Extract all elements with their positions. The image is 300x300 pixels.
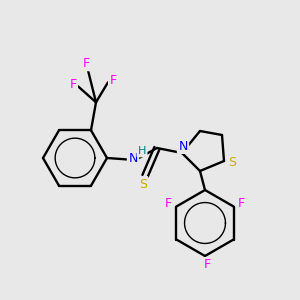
Text: F: F: [203, 259, 211, 272]
Text: F: F: [110, 74, 117, 87]
Text: F: F: [165, 197, 172, 210]
Text: F: F: [238, 197, 245, 210]
Text: F: F: [69, 78, 76, 91]
Text: N: N: [128, 152, 138, 166]
Text: H: H: [138, 146, 146, 156]
Text: S: S: [139, 178, 147, 190]
Text: N: N: [178, 140, 188, 152]
Text: S: S: [228, 155, 236, 169]
Text: F: F: [82, 57, 90, 70]
